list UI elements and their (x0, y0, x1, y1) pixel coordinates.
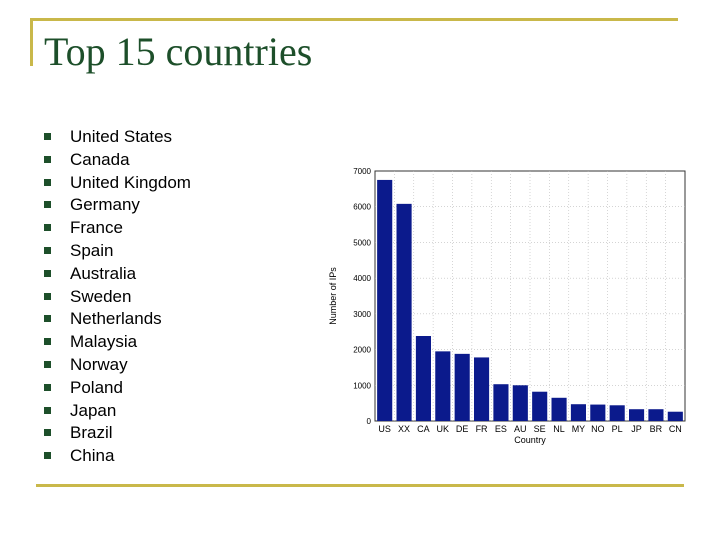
x-axis-label: Country (514, 435, 546, 445)
bullet-text: Australia (70, 263, 137, 283)
bar-nl (551, 397, 567, 421)
y-tick-label: 2000 (353, 346, 371, 355)
bullet-item: United States (44, 126, 191, 149)
bullet-square-icon (44, 360, 51, 368)
x-tick-label: CN (669, 424, 682, 434)
bar-de (454, 353, 470, 421)
frame-top-line (30, 18, 678, 21)
bullet-item: Japan (44, 400, 191, 423)
bullet-text: Canada (70, 149, 130, 169)
y-axis-label: Number of IPs (328, 267, 338, 325)
bullet-item: France (44, 217, 191, 240)
bullet-item: Australia (44, 263, 191, 286)
bullet-text: Malaysia (70, 332, 138, 352)
bullet-square-icon (44, 201, 51, 209)
bullet-item: Canada (44, 149, 191, 172)
bullet-text: Norway (70, 354, 128, 374)
x-tick-label: NL (553, 424, 565, 434)
bullet-item: Germany (44, 194, 191, 217)
x-tick-label: ES (495, 424, 507, 434)
bullet-square-icon (44, 133, 51, 140)
bullet-text: China (70, 446, 115, 466)
bullet-square-icon (44, 429, 51, 437)
bullet-square-icon (44, 224, 51, 232)
bullet-item: Spain (44, 240, 191, 263)
slide-title: Top 15 countries (44, 29, 313, 74)
y-tick-label: 1000 (353, 381, 371, 390)
bullet-text: France (70, 218, 123, 238)
bullet-item: United Kingdom (44, 172, 191, 195)
bar-br (648, 409, 664, 421)
x-tick-label: US (378, 424, 391, 434)
frame-bottom-line (36, 484, 684, 487)
bullet-item: Sweden (44, 286, 191, 309)
bullet-text: United States (70, 127, 173, 146)
frame-left-line (30, 18, 33, 66)
bullet-text: Sweden (70, 286, 132, 306)
bullet-square-icon (44, 246, 51, 254)
x-tick-label: UK (437, 424, 450, 434)
y-tick-label: 7000 (353, 167, 371, 176)
bullet-square-icon (44, 338, 51, 346)
x-tick-label: SE (534, 424, 546, 434)
bar-no (590, 404, 606, 421)
bar-es (493, 384, 509, 421)
bar-ca (415, 336, 431, 421)
y-tick-label: 4000 (353, 274, 371, 283)
bullet-square-icon (44, 155, 51, 163)
y-tick-label: 0 (367, 417, 372, 426)
bar-fr (474, 357, 490, 421)
bar-au (512, 385, 528, 421)
bullet-square-icon (44, 452, 51, 460)
x-tick-label: XX (398, 424, 410, 434)
bullet-text: Germany (70, 195, 140, 215)
bullet-square-icon (44, 269, 51, 277)
bullet-item: Poland (44, 377, 191, 400)
bar-jp (629, 409, 645, 421)
bullet-square-icon (44, 292, 51, 300)
bullet-item: Netherlands (44, 308, 191, 331)
bullet-text: Poland (70, 377, 123, 397)
x-tick-label: CA (417, 424, 430, 434)
y-tick-label: 5000 (353, 238, 371, 247)
x-tick-label: AU (514, 424, 527, 434)
bullet-item: Norway (44, 354, 191, 377)
bullet-item: Brazil (44, 422, 191, 445)
country-list: United States Canada United Kingdom Germ… (44, 126, 191, 468)
bullet-square-icon (44, 178, 51, 186)
bullet-item: Malaysia (44, 331, 191, 354)
bar-chart: 0 1000 2000 3000 4000 5000 6000 7000 US XX CA UK DE F… (328, 167, 686, 445)
bullet-text: United Kingdom (70, 172, 191, 192)
bullet-text: Netherlands (70, 309, 162, 329)
x-tick-label: MY (572, 424, 586, 434)
bullet-square-icon (44, 383, 51, 391)
y-tick-label: 6000 (353, 203, 371, 212)
x-tick-label: DE (456, 424, 469, 434)
bar-pl (609, 405, 625, 421)
bar-cn (667, 411, 683, 421)
bar-xx (396, 203, 412, 421)
x-tick-label: NO (591, 424, 605, 434)
bar-my (570, 404, 586, 421)
bullet-text: Brazil (70, 423, 113, 443)
x-tick-label: BR (650, 424, 663, 434)
bar-uk (435, 351, 451, 421)
bullet-text: Spain (70, 240, 114, 260)
x-tick-label: JP (631, 424, 642, 434)
bullet-square-icon (44, 315, 51, 323)
bullet-text: Japan (70, 400, 117, 420)
bullet-square-icon (44, 406, 51, 414)
bullet-item: China (44, 445, 191, 468)
x-tick-label: PL (612, 424, 623, 434)
y-tick-label: 3000 (353, 310, 371, 319)
bar-us (377, 179, 393, 421)
bar-se (532, 391, 548, 421)
x-tick-label: FR (476, 424, 488, 434)
